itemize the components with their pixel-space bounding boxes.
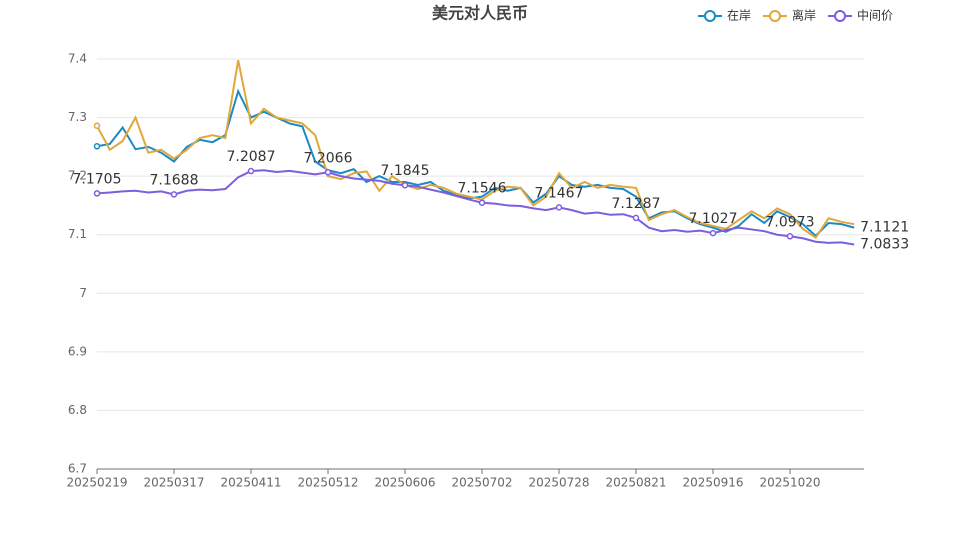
x-tick-label: 20250702 bbox=[451, 476, 512, 490]
line bbox=[96, 59, 855, 240]
x-tick-label: 20250916 bbox=[682, 476, 743, 490]
y-tick-label: 7.3 bbox=[68, 110, 87, 124]
legend-label: 在岸 bbox=[727, 9, 751, 23]
y-tick-label: 7.4 bbox=[68, 52, 87, 66]
point bbox=[247, 167, 255, 175]
x-tick-label: 20250317 bbox=[143, 476, 204, 490]
point bbox=[93, 122, 101, 130]
data-label: 7.1467 bbox=[535, 185, 584, 201]
end-label: 7.1121 bbox=[860, 220, 909, 236]
end-label: 7.0833 bbox=[860, 236, 909, 252]
data-label: 7.2066 bbox=[304, 150, 353, 166]
x-tick-label: 20250411 bbox=[220, 476, 281, 490]
data-label: 7.1287 bbox=[612, 196, 661, 212]
data-label: 7.0973 bbox=[766, 214, 815, 230]
chart-title: 美元对人民币 bbox=[432, 4, 528, 23]
point bbox=[401, 181, 409, 189]
data-label: 7.1027 bbox=[689, 211, 738, 227]
y-tick-label: 6.9 bbox=[68, 344, 87, 358]
point bbox=[93, 143, 101, 150]
point bbox=[709, 229, 717, 237]
data-label: 7.1705 bbox=[73, 171, 122, 187]
data-label: 7.1845 bbox=[381, 163, 430, 179]
data-label: 7.1546 bbox=[458, 181, 507, 197]
point bbox=[632, 214, 640, 222]
legend-marker bbox=[834, 10, 847, 22]
y-tick-label: 6.8 bbox=[68, 403, 87, 417]
point bbox=[786, 233, 794, 240]
data-label: 7.1688 bbox=[150, 172, 199, 188]
point bbox=[478, 199, 486, 206]
line bbox=[96, 88, 855, 238]
point bbox=[324, 169, 332, 176]
x-tick-label: 20250821 bbox=[605, 476, 666, 490]
point bbox=[555, 204, 563, 211]
x-tick-label: 20250512 bbox=[297, 476, 358, 490]
legend-marker bbox=[769, 10, 782, 22]
legend-marker bbox=[704, 10, 716, 22]
x-tick-label: 20250728 bbox=[528, 476, 589, 490]
y-tick-label: 6.7 bbox=[68, 462, 87, 476]
y-tick-label: 7.1 bbox=[68, 227, 87, 241]
point bbox=[170, 191, 178, 198]
data-label: 7.2087 bbox=[227, 149, 276, 165]
y-tick-label: 7 bbox=[79, 286, 87, 300]
y-tick-label: 7.2 bbox=[68, 169, 87, 183]
legend-label: 离岸 bbox=[792, 8, 816, 23]
line bbox=[96, 169, 855, 246]
point bbox=[93, 190, 101, 197]
x-tick-label: 20250219 bbox=[66, 476, 127, 490]
x-tick-label: 20251020 bbox=[759, 476, 820, 490]
legend-label: 中间价 bbox=[857, 8, 893, 23]
x-tick-label: 20250606 bbox=[374, 476, 435, 490]
